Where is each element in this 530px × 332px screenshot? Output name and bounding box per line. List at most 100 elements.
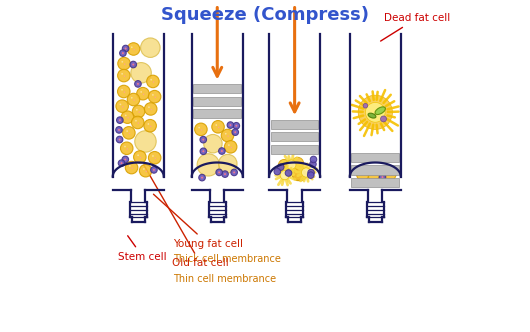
Circle shape bbox=[127, 148, 128, 150]
Circle shape bbox=[131, 167, 133, 169]
Circle shape bbox=[137, 87, 149, 100]
Circle shape bbox=[119, 119, 121, 121]
Circle shape bbox=[135, 131, 156, 152]
Circle shape bbox=[116, 126, 122, 133]
Circle shape bbox=[131, 62, 152, 83]
Circle shape bbox=[197, 154, 219, 176]
Circle shape bbox=[140, 91, 142, 93]
Circle shape bbox=[232, 129, 238, 135]
Circle shape bbox=[151, 109, 152, 110]
Circle shape bbox=[148, 106, 150, 108]
Circle shape bbox=[277, 164, 284, 170]
Circle shape bbox=[147, 123, 149, 125]
Circle shape bbox=[152, 155, 154, 157]
Circle shape bbox=[233, 123, 240, 129]
Circle shape bbox=[122, 156, 129, 163]
Circle shape bbox=[140, 157, 141, 158]
Circle shape bbox=[134, 151, 146, 163]
Text: Old fat cell: Old fat cell bbox=[144, 165, 229, 268]
Bar bbox=[351, 153, 399, 162]
Circle shape bbox=[131, 116, 144, 129]
Circle shape bbox=[116, 100, 128, 113]
Circle shape bbox=[381, 116, 386, 122]
Bar bbox=[271, 120, 319, 129]
Circle shape bbox=[224, 140, 237, 153]
Circle shape bbox=[278, 159, 290, 171]
Circle shape bbox=[233, 171, 235, 173]
Circle shape bbox=[218, 154, 237, 173]
Circle shape bbox=[363, 104, 368, 108]
Circle shape bbox=[140, 38, 160, 57]
Circle shape bbox=[136, 109, 138, 111]
Bar bbox=[271, 145, 319, 154]
Circle shape bbox=[130, 61, 137, 68]
Circle shape bbox=[139, 164, 152, 177]
Circle shape bbox=[150, 125, 152, 127]
Circle shape bbox=[143, 94, 144, 95]
Circle shape bbox=[358, 95, 392, 129]
Circle shape bbox=[122, 52, 124, 54]
Circle shape bbox=[147, 75, 159, 88]
Circle shape bbox=[121, 61, 123, 63]
Circle shape bbox=[225, 133, 227, 134]
Circle shape bbox=[234, 131, 236, 133]
Circle shape bbox=[155, 97, 156, 98]
Bar bbox=[351, 178, 399, 187]
Circle shape bbox=[302, 168, 311, 177]
Text: Stem cell: Stem cell bbox=[119, 236, 167, 262]
Circle shape bbox=[295, 169, 306, 181]
Circle shape bbox=[129, 165, 131, 167]
Circle shape bbox=[121, 89, 123, 91]
Circle shape bbox=[201, 177, 203, 179]
Circle shape bbox=[374, 174, 375, 176]
Circle shape bbox=[118, 57, 130, 70]
Circle shape bbox=[122, 126, 135, 139]
Circle shape bbox=[292, 165, 304, 177]
Bar bbox=[271, 34, 318, 190]
Circle shape bbox=[123, 91, 125, 93]
Circle shape bbox=[212, 121, 224, 133]
Circle shape bbox=[134, 99, 135, 101]
Circle shape bbox=[308, 169, 314, 176]
Circle shape bbox=[293, 168, 304, 180]
Circle shape bbox=[117, 117, 123, 124]
Circle shape bbox=[227, 135, 229, 137]
Circle shape bbox=[118, 85, 130, 98]
Circle shape bbox=[216, 169, 223, 176]
Circle shape bbox=[116, 136, 123, 143]
Circle shape bbox=[285, 160, 297, 172]
Circle shape bbox=[143, 168, 145, 170]
Circle shape bbox=[229, 124, 232, 126]
Text: Squeeze (Compress): Squeeze (Compress) bbox=[161, 6, 369, 24]
Circle shape bbox=[126, 130, 128, 132]
Circle shape bbox=[202, 139, 204, 141]
Circle shape bbox=[148, 90, 161, 103]
Bar bbox=[194, 34, 241, 190]
Bar bbox=[193, 84, 241, 93]
Bar bbox=[114, 34, 162, 190]
Circle shape bbox=[231, 147, 232, 148]
Text: Thin cell membrance: Thin cell membrance bbox=[173, 274, 276, 284]
Text: Thick cell membrance: Thick cell membrance bbox=[173, 254, 281, 264]
Text: Young fat cell: Young fat cell bbox=[154, 194, 243, 249]
Circle shape bbox=[146, 171, 147, 172]
Circle shape bbox=[124, 63, 126, 65]
Text: Dead fat cell: Dead fat cell bbox=[381, 13, 450, 41]
Circle shape bbox=[125, 158, 126, 160]
Circle shape bbox=[135, 120, 137, 122]
Circle shape bbox=[228, 144, 230, 146]
Circle shape bbox=[138, 123, 139, 124]
Circle shape bbox=[204, 134, 222, 153]
Circle shape bbox=[124, 146, 126, 147]
Circle shape bbox=[144, 120, 156, 132]
Circle shape bbox=[292, 169, 304, 181]
Circle shape bbox=[137, 154, 139, 156]
Circle shape bbox=[202, 150, 205, 152]
Circle shape bbox=[222, 171, 228, 177]
Circle shape bbox=[122, 106, 123, 108]
Circle shape bbox=[195, 123, 207, 135]
Circle shape bbox=[153, 169, 155, 171]
Circle shape bbox=[215, 124, 217, 126]
Circle shape bbox=[218, 171, 220, 173]
Circle shape bbox=[121, 73, 123, 75]
